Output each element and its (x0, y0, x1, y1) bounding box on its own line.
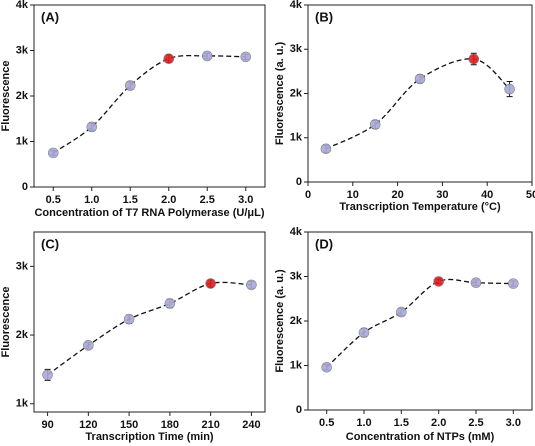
data-point (246, 279, 257, 291)
trend-line (326, 278, 514, 368)
y-tick-label: 1k (16, 398, 29, 410)
x-tick-label: 3.0 (238, 194, 253, 206)
x-tick-label: 2.0 (431, 417, 446, 429)
panel-title: (A) (41, 9, 59, 24)
data-point (86, 121, 98, 133)
y-tick-label: 4k (290, 0, 303, 11)
x-tick-label: 1.0 (84, 194, 99, 206)
data-point (321, 361, 332, 373)
x-tick-label: 1.5 (394, 417, 409, 429)
data-point (508, 278, 519, 289)
y-axis-label: Fluorescence (a. u.) (274, 269, 286, 373)
x-tick-label: 30 (436, 189, 448, 201)
y-tick-label: 3k (16, 44, 29, 56)
trend-line (325, 58, 511, 150)
panel-title: (D) (315, 236, 333, 251)
data-point (369, 119, 381, 130)
x-tick-label: 180 (161, 419, 179, 431)
y-tick-label: 0 (22, 181, 28, 193)
y-tick-label: 4k (16, 0, 29, 11)
y-tick-label: 1k (290, 132, 303, 144)
x-tick-label: 0.5 (319, 417, 334, 429)
plot-frame (33, 231, 266, 413)
y-tick-label: 2k (16, 90, 29, 102)
data-point (123, 313, 135, 325)
data-point (83, 340, 94, 351)
x-tick-label: 40 (481, 189, 493, 201)
x-tick-label: 1.5 (123, 194, 138, 206)
data-point (468, 53, 480, 65)
x-tick-label: 2.5 (468, 417, 483, 429)
x-tick-label: 2.0 (161, 194, 176, 206)
plot-frame (307, 4, 533, 183)
y-axis-label: Fluorescence (a. u.) (274, 42, 286, 146)
data-point (470, 277, 482, 289)
y-tick-label: 2k (290, 87, 303, 99)
x-tick-label: 210 (201, 419, 219, 431)
data-point (240, 51, 252, 63)
x-tick-label: 0.5 (46, 194, 61, 206)
x-axis-label: Concentration of T7 RNA Polymerase (U/μL… (34, 207, 264, 219)
y-tick-label: 0 (296, 404, 302, 416)
y-tick-label: 0 (296, 176, 302, 188)
plot-frame (33, 4, 266, 188)
y-tick-label: 3k (16, 260, 29, 272)
x-tick-label: 1.0 (356, 417, 371, 429)
data-point (47, 147, 59, 159)
x-axis-label: Concentration of NTPs (mM) (346, 431, 495, 443)
plot-frame (307, 231, 533, 411)
x-tick-label: 150 (120, 419, 138, 431)
data-point (164, 298, 176, 309)
y-tick-label: 3k (290, 270, 303, 282)
x-tick-label: 2.5 (200, 194, 215, 206)
x-axis-label: Transcription Time (min) (85, 431, 213, 443)
data-point (396, 306, 407, 318)
x-tick-label: 90 (41, 419, 53, 431)
x-tick-label: 10 (347, 189, 359, 201)
x-axis-label: Transcription Temperature (°C) (339, 201, 501, 213)
data-point (504, 83, 515, 95)
trend-line (52, 54, 246, 154)
y-tick-label: 1k (16, 135, 29, 147)
data-point (205, 278, 216, 289)
x-tick-label: 50 (526, 189, 535, 201)
data-point (201, 50, 213, 62)
trend-line (47, 281, 252, 376)
y-tick-label: 3k (290, 43, 303, 55)
y-tick-label: 2k (16, 329, 29, 341)
data-point (163, 53, 175, 64)
y-tick-label: 2k (290, 315, 303, 327)
x-tick-label: 20 (391, 189, 403, 201)
panel-title: (C) (41, 236, 59, 251)
data-point (42, 369, 53, 381)
y-tick-label: 4k (290, 226, 303, 238)
y-tick-label: 1k (290, 359, 303, 371)
data-point (358, 327, 370, 338)
data-point (433, 276, 444, 287)
data-point (320, 143, 332, 155)
x-tick-label: 240 (242, 419, 260, 431)
y-axis-label: Fluorescence (0, 61, 12, 132)
data-point (414, 73, 426, 85)
x-tick-label: 3.0 (506, 417, 521, 429)
panel-title: (B) (315, 9, 333, 24)
x-tick-label: 120 (79, 419, 97, 431)
data-point (124, 80, 136, 91)
x-tick-label: 0 (305, 189, 311, 201)
y-axis-label: Fluorescence (0, 287, 12, 358)
